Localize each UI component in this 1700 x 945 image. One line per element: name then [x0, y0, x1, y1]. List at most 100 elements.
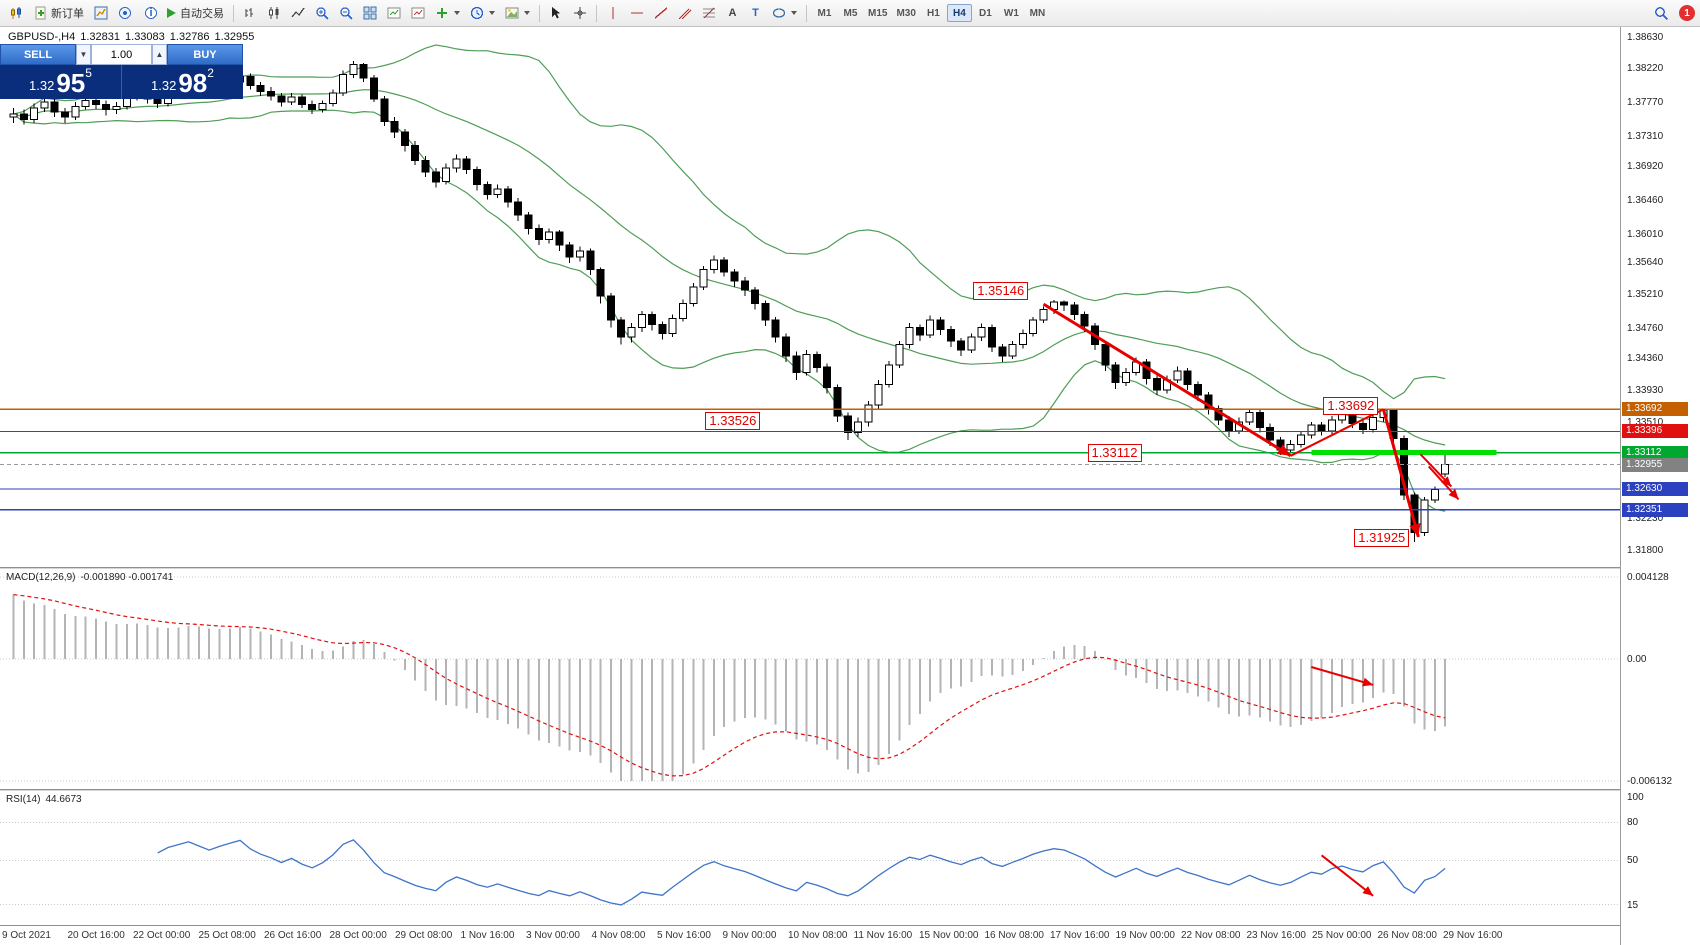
price-callout[interactable]: 1.35146 — [973, 281, 1029, 300]
buy-price[interactable]: 1.32 98 2 — [122, 65, 243, 99]
templates-button[interactable] — [501, 3, 534, 24]
macd-arrow[interactable] — [1311, 666, 1374, 687]
timeframe-m5-button[interactable]: M5 — [843, 7, 858, 19]
bar-chart-type-button[interactable] — [239, 3, 261, 24]
new-order-label: 新订单 — [51, 8, 84, 20]
market-watch-button[interactable] — [114, 3, 136, 24]
timeframe-bar: M1 M5 M15 M30 H1 H4 D1 W1 MN — [812, 4, 1050, 22]
timeframe-h4-button[interactable]: H4 — [946, 4, 972, 22]
autotrading-button[interactable]: 自动交易 — [161, 3, 228, 24]
axis-tick: 1.35210 — [1627, 289, 1664, 301]
axis-tick: 1.34760 — [1627, 322, 1664, 334]
volume-input[interactable] — [91, 44, 152, 65]
rsi-value: 44.6673 — [45, 794, 82, 805]
timeframe-m1-button[interactable]: M1 — [817, 7, 832, 19]
timeframe-m30-button[interactable]: M30 — [896, 7, 916, 19]
toolbar-separator — [596, 4, 597, 22]
macd-canvas[interactable] — [0, 569, 1620, 789]
chart-window-button[interactable] — [90, 3, 112, 24]
text-tool-button[interactable]: A — [722, 3, 743, 24]
axis-tick: 1.36010 — [1627, 229, 1664, 240]
timeframe-d1-button[interactable]: D1 — [979, 7, 992, 19]
axis-tick: 1.37310 — [1627, 131, 1664, 143]
fibonacci-tool-button[interactable] — [698, 3, 720, 24]
search-button[interactable] — [1650, 3, 1673, 24]
trendline-tool-button[interactable] — [650, 3, 672, 24]
timeframe-mn-button[interactable]: MN — [1029, 7, 1046, 19]
add-indicator-button[interactable] — [431, 3, 464, 24]
price-chart-panel[interactable]: GBPUSD-,H4 1.32831 1.33083 1.32786 1.32955 S… — [0, 27, 1620, 567]
trend-arrows[interactable] — [1042, 302, 1460, 538]
ohlc-open: 1.32831 — [80, 31, 121, 43]
time-axis-label: 29 Oct 08:00 — [395, 930, 453, 941]
time-axis-label: 5 Nov 16:00 — [657, 930, 711, 941]
time-axis[interactable]: 9 Oct 2021 20 Oct 16:00 22 Oct 00:00 25 Oct… — [0, 925, 1620, 945]
vertical-line-tool-button[interactable] — [602, 3, 624, 24]
zoom-out-button[interactable] — [335, 3, 357, 24]
rsi-grid — [0, 821, 1620, 906]
timeframe-m15-button[interactable]: M15 — [868, 7, 888, 19]
rsi-arrow[interactable] — [1320, 854, 1374, 897]
macd-label: MACD(12,26,9) -0.001890 -0.001741 — [6, 572, 178, 583]
price-callout[interactable]: 1.33112 — [1087, 443, 1142, 462]
candlesticks — [9, 60, 1450, 542]
panel-separator[interactable] — [0, 789, 1700, 791]
rsi-canvas[interactable] — [0, 791, 1620, 925]
price-axis[interactable]: 1.38630 1.38220 1.37770 1.37310 1.36920 1.364… — [1620, 27, 1700, 945]
time-axis-label: 29 Nov 16:00 — [1443, 930, 1503, 941]
shapes-tool-button[interactable] — [768, 3, 801, 24]
price-tag: 1.33692 — [1622, 402, 1688, 417]
crosshair-tool-button[interactable] — [569, 3, 591, 24]
axis-tick: 1.36920 — [1627, 160, 1664, 172]
price-chart-canvas[interactable] — [0, 27, 1620, 567]
sell-price-big-figure: 1.32 — [29, 78, 55, 93]
tile-windows-button[interactable] — [359, 3, 381, 24]
line-chart-type-button[interactable] — [287, 3, 309, 24]
price-tag: 1.32351 — [1622, 502, 1688, 517]
axis-tick: 1.35640 — [1627, 256, 1664, 268]
candlestick-type-button[interactable] — [263, 3, 285, 24]
sell-price[interactable]: 1.32 95 5 — [0, 65, 122, 99]
axis-tick: 1.38630 — [1627, 32, 1664, 44]
rsi-name: RSI(14) — [6, 794, 41, 805]
volume-increase-button[interactable]: ▲ — [152, 44, 167, 65]
volume-decrease-button[interactable]: ▼ — [76, 44, 91, 65]
channel-tool-button[interactable] — [674, 3, 696, 24]
time-axis-label: 3 Nov 00:00 — [526, 930, 580, 941]
cursor-tool-button[interactable] — [545, 3, 567, 24]
macd-panel[interactable]: MACD(12,26,9) -0.001890 -0.001741 — [0, 569, 1620, 789]
buy-button[interactable]: BUY — [167, 44, 243, 65]
sell-button[interactable]: SELL — [0, 44, 76, 65]
axis-tick: -0.006132 — [1627, 776, 1673, 787]
panel-separator[interactable] — [0, 567, 1700, 569]
axis-tick: 0.00 — [1627, 654, 1647, 666]
chart-shift-button[interactable] — [407, 3, 429, 24]
price-callout[interactable]: 1.33526 — [705, 412, 761, 431]
notification-badge[interactable]: 1 — [1679, 5, 1695, 21]
time-axis-label: 17 Nov 16:00 — [1050, 930, 1110, 941]
buy-price-big-figure: 1.32 — [151, 78, 177, 93]
bollinger-bands — [13, 44, 1446, 512]
autotrading-label: 自动交易 — [180, 8, 224, 20]
new-order-button[interactable]: 新订单 — [30, 3, 88, 24]
timeframe-w1-button[interactable]: W1 — [1003, 7, 1019, 19]
price-callout[interactable]: 1.31925 — [1354, 528, 1410, 547]
symbol-name: GBPUSD-,H4 — [8, 31, 76, 43]
label-tool-button[interactable]: T — [745, 3, 766, 24]
chevron-down-icon — [489, 11, 495, 15]
zoom-in-button[interactable] — [311, 3, 333, 24]
rsi-panel[interactable]: RSI(14) 44.6673 — [0, 791, 1620, 925]
ohlc-low: 1.32786 — [169, 31, 210, 43]
periods-button[interactable] — [466, 3, 499, 24]
terminal-info-button[interactable]: i — [138, 3, 159, 24]
auto-arrange-button[interactable] — [383, 3, 405, 24]
timeframe-h1-button[interactable]: H1 — [927, 7, 940, 19]
horizontal-line-tool-button[interactable] — [626, 3, 648, 24]
price-callout[interactable]: 1.33692 — [1323, 396, 1379, 415]
text-tool-glyph: A — [728, 7, 737, 19]
info-glyph: i — [149, 7, 153, 19]
axis-tick: 80 — [1627, 817, 1639, 829]
time-axis-label: 25 Nov 00:00 — [1312, 930, 1372, 941]
